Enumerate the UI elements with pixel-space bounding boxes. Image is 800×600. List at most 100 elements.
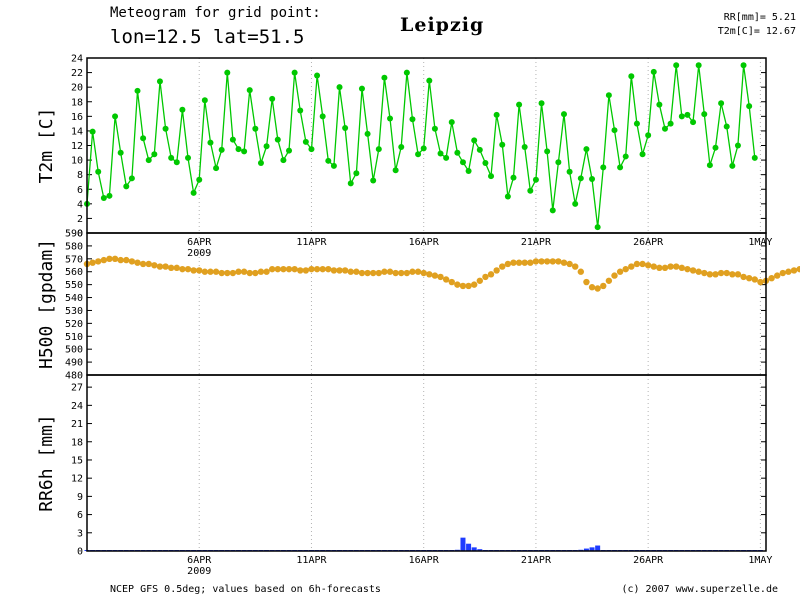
x-tick-label: 16APR xyxy=(409,555,440,566)
t2m-data-point xyxy=(409,116,416,123)
rr-bar xyxy=(471,547,477,551)
t2m-data-point xyxy=(117,149,124,156)
y-tick-label: 14 xyxy=(71,126,83,137)
h500-data-point xyxy=(319,265,326,273)
t2m-data-point xyxy=(308,146,315,153)
h500-data-point xyxy=(717,269,725,277)
footer-copyright: (c) 2007 www.superzelle.de xyxy=(621,584,778,595)
h500-data-point xyxy=(302,267,310,274)
y-tick-label: 24 xyxy=(71,401,83,412)
h500-data-point xyxy=(521,259,528,266)
t2m-data-point xyxy=(314,72,321,79)
h500-data-point xyxy=(173,264,180,272)
h500-data-point xyxy=(336,267,343,274)
h500-data-point xyxy=(235,268,242,275)
t2m-data-point xyxy=(560,111,567,118)
t2m-data-point xyxy=(112,113,119,120)
rr-bar xyxy=(595,545,601,551)
h500-data-point xyxy=(504,260,512,268)
t2m-data-point xyxy=(488,173,495,180)
h500-data-point xyxy=(712,271,719,278)
rr-bar xyxy=(466,543,472,551)
t2m-data-point xyxy=(723,123,730,130)
t2m-data-point xyxy=(706,162,713,169)
h500-data-point xyxy=(454,281,461,288)
t2m-data-point xyxy=(746,103,753,110)
t2m-data-point xyxy=(286,147,293,154)
t2m-data-point xyxy=(269,95,276,102)
h500-data-point xyxy=(409,268,416,275)
t2m-data-point xyxy=(353,170,360,177)
h500-data-point xyxy=(482,273,489,281)
y-tick-label: 18 xyxy=(71,97,83,108)
h500-data-point xyxy=(325,265,332,273)
t2m-data-point xyxy=(471,137,478,144)
h500-data-point xyxy=(515,259,523,266)
x-tick-label: 16APR xyxy=(409,237,440,248)
h500-data-point xyxy=(487,271,495,278)
h500-data-point xyxy=(572,263,579,270)
h500-data-point xyxy=(268,265,276,273)
t2m-data-point xyxy=(701,111,708,118)
t2m-data-point xyxy=(291,69,298,76)
h500-data-point xyxy=(308,265,315,273)
h500-data-point xyxy=(532,258,540,265)
t2m-data-point xyxy=(493,111,500,118)
t2m-data-point xyxy=(594,224,601,231)
h500-data-point xyxy=(285,265,293,273)
x-tick-label: 26APR xyxy=(633,555,664,566)
t2m-data-point xyxy=(235,146,242,153)
t2m-data-point xyxy=(375,146,382,153)
t2m-data-point xyxy=(218,146,225,153)
t2m-data-point xyxy=(751,154,758,161)
y-axis-label: RR6h [mm] xyxy=(36,414,57,512)
t2m-data-point xyxy=(168,154,175,161)
t2m-data-point xyxy=(364,130,371,137)
y-tick-label: 24 xyxy=(71,54,83,65)
t2m-data-point xyxy=(145,157,152,164)
h500-data-point xyxy=(740,273,747,281)
t2m-data-point xyxy=(302,138,309,145)
y-axis-label: H500 [gpdam] xyxy=(36,239,57,369)
h500-data-point xyxy=(448,278,455,286)
x-tick-label: 6APR xyxy=(187,555,212,566)
t2m-data-point xyxy=(549,207,556,214)
h500-data-point xyxy=(616,268,624,275)
y-tick-label: 590 xyxy=(65,229,83,240)
t2m-summary: T2m[C]= 12.67 xyxy=(717,26,796,37)
h500-data-point xyxy=(622,265,629,273)
t2m-data-point xyxy=(583,146,590,153)
y-tick-label: 0 xyxy=(77,547,83,558)
h500-data-point xyxy=(493,267,500,274)
h500-data-point xyxy=(790,267,798,274)
h500-data-point xyxy=(684,265,691,273)
y-tick-label: 520 xyxy=(65,319,83,330)
t2m-data-point xyxy=(297,107,304,114)
y-tick-label: 22 xyxy=(71,68,83,79)
h500-data-point xyxy=(218,269,225,277)
h500-data-point xyxy=(341,267,349,274)
x-tick-label: 26APR xyxy=(633,237,664,248)
rr-bar xyxy=(583,548,589,551)
x-tick-label: 21APR xyxy=(521,555,552,566)
t2m-data-point xyxy=(555,159,562,166)
t2m-data-point xyxy=(661,125,668,132)
h500-data-point xyxy=(499,263,506,270)
h500-data-point xyxy=(639,260,646,268)
t2m-data-point xyxy=(566,168,573,175)
t2m-data-point xyxy=(678,113,685,120)
h500-data-point xyxy=(252,269,259,277)
h500-data-point xyxy=(184,265,192,273)
h500-data-point xyxy=(139,260,147,268)
t2m-data-point xyxy=(257,160,264,166)
h500-data-point xyxy=(583,278,590,286)
t2m-data-point xyxy=(532,176,539,183)
h500-data-point xyxy=(151,262,158,269)
t2m-data-point xyxy=(336,84,343,91)
t2m-data-point xyxy=(516,101,523,108)
t2m-data-point xyxy=(510,174,517,181)
t2m-data-point xyxy=(695,62,702,69)
h500-data-point xyxy=(330,267,338,274)
h500-data-point xyxy=(111,255,119,263)
t2m-data-point xyxy=(185,154,192,161)
